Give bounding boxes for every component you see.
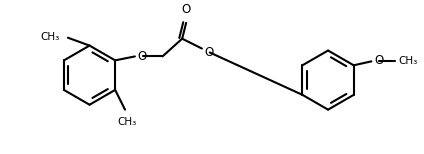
Text: CH₃: CH₃	[41, 32, 60, 42]
Text: CH₃: CH₃	[398, 56, 417, 66]
Text: O: O	[181, 3, 191, 16]
Text: O: O	[205, 46, 214, 59]
Text: CH₃: CH₃	[117, 117, 137, 127]
Text: O: O	[138, 50, 147, 63]
Text: O: O	[374, 54, 384, 67]
